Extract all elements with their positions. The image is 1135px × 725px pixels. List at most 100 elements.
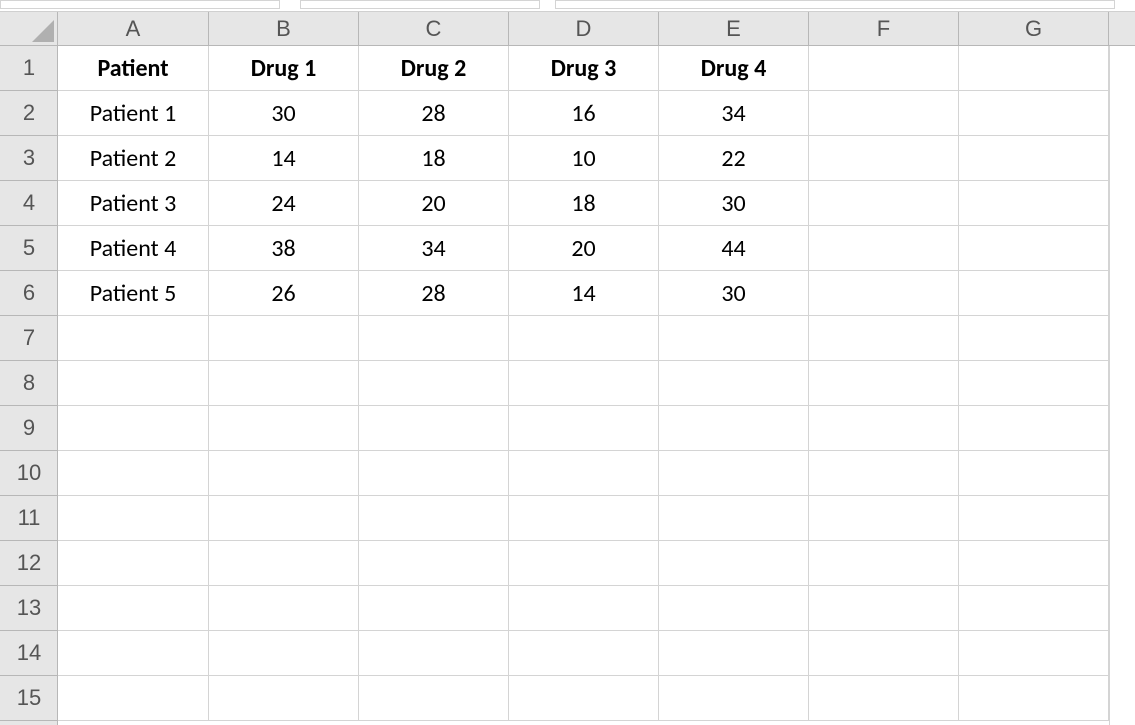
cell-B5[interactable]: 38 bbox=[209, 226, 359, 271]
cell-E11[interactable] bbox=[659, 496, 809, 541]
cell-A6[interactable]: Patient 5 bbox=[58, 271, 209, 316]
cell-D14[interactable] bbox=[509, 631, 659, 676]
cell-G4[interactable] bbox=[959, 181, 1109, 226]
cell-G10[interactable] bbox=[959, 451, 1109, 496]
cell-A14[interactable] bbox=[58, 631, 209, 676]
cell-E15[interactable] bbox=[659, 676, 809, 721]
cell-B4[interactable]: 24 bbox=[209, 181, 359, 226]
row-header-4[interactable]: 4 bbox=[0, 181, 58, 226]
cell-E14[interactable] bbox=[659, 631, 809, 676]
cell-A1[interactable]: Patient bbox=[58, 46, 209, 91]
row-header-3[interactable]: 3 bbox=[0, 136, 58, 181]
cell-B1[interactable]: Drug 1 bbox=[209, 46, 359, 91]
cell-G3[interactable] bbox=[959, 136, 1109, 181]
cell-D1[interactable]: Drug 3 bbox=[509, 46, 659, 91]
select-all-corner[interactable] bbox=[0, 12, 58, 46]
cell-C13[interactable] bbox=[359, 586, 509, 631]
cell-A4[interactable]: Patient 3 bbox=[58, 181, 209, 226]
column-header-G[interactable]: G bbox=[959, 12, 1109, 46]
cell-A15[interactable] bbox=[58, 676, 209, 721]
row-header-6[interactable]: 6 bbox=[0, 271, 58, 316]
cell-F8[interactable] bbox=[809, 361, 959, 406]
cell-B14[interactable] bbox=[209, 631, 359, 676]
cell-F7[interactable] bbox=[809, 316, 959, 361]
cell-F13[interactable] bbox=[809, 586, 959, 631]
cell-C11[interactable] bbox=[359, 496, 509, 541]
cell-C4[interactable]: 20 bbox=[359, 181, 509, 226]
cell-F15[interactable] bbox=[809, 676, 959, 721]
cell-E8[interactable] bbox=[659, 361, 809, 406]
row-header-12[interactable]: 12 bbox=[0, 541, 58, 586]
cell-G15[interactable] bbox=[959, 676, 1109, 721]
cell-E9[interactable] bbox=[659, 406, 809, 451]
cell-A11[interactable] bbox=[58, 496, 209, 541]
row-header-13[interactable]: 13 bbox=[0, 586, 58, 631]
cell-E12[interactable] bbox=[659, 541, 809, 586]
cell-G5[interactable] bbox=[959, 226, 1109, 271]
cell-D8[interactable] bbox=[509, 361, 659, 406]
cell-A3[interactable]: Patient 2 bbox=[58, 136, 209, 181]
cell-G6[interactable] bbox=[959, 271, 1109, 316]
cell-B15[interactable] bbox=[209, 676, 359, 721]
cell-G12[interactable] bbox=[959, 541, 1109, 586]
cell-F2[interactable] bbox=[809, 91, 959, 136]
cell-D15[interactable] bbox=[509, 676, 659, 721]
cell-G2[interactable] bbox=[959, 91, 1109, 136]
cell-B2[interactable]: 30 bbox=[209, 91, 359, 136]
cell-E6[interactable]: 30 bbox=[659, 271, 809, 316]
cell-D3[interactable]: 10 bbox=[509, 136, 659, 181]
column-header-E[interactable]: E bbox=[659, 12, 809, 46]
cell-E13[interactable] bbox=[659, 586, 809, 631]
cell-F4[interactable] bbox=[809, 181, 959, 226]
cell-E7[interactable] bbox=[659, 316, 809, 361]
cell-F3[interactable] bbox=[809, 136, 959, 181]
cell-F6[interactable] bbox=[809, 271, 959, 316]
cell-C8[interactable] bbox=[359, 361, 509, 406]
row-header-15[interactable]: 15 bbox=[0, 676, 58, 721]
cell-E4[interactable]: 30 bbox=[659, 181, 809, 226]
cell-G9[interactable] bbox=[959, 406, 1109, 451]
cell-C15[interactable] bbox=[359, 676, 509, 721]
row-header-5[interactable]: 5 bbox=[0, 226, 58, 271]
cell-E3[interactable]: 22 bbox=[659, 136, 809, 181]
cell-B3[interactable]: 14 bbox=[209, 136, 359, 181]
column-header-B[interactable]: B bbox=[209, 12, 359, 46]
cell-G13[interactable] bbox=[959, 586, 1109, 631]
cell-F1[interactable] bbox=[809, 46, 959, 91]
cell-C10[interactable] bbox=[359, 451, 509, 496]
cell-G1[interactable] bbox=[959, 46, 1109, 91]
cell-B9[interactable] bbox=[209, 406, 359, 451]
row-header-9[interactable]: 9 bbox=[0, 406, 58, 451]
cell-D13[interactable] bbox=[509, 586, 659, 631]
row-header-7[interactable]: 7 bbox=[0, 316, 58, 361]
cell-D12[interactable] bbox=[509, 541, 659, 586]
cell-A9[interactable] bbox=[58, 406, 209, 451]
cell-A10[interactable] bbox=[58, 451, 209, 496]
row-header-10[interactable]: 10 bbox=[0, 451, 58, 496]
cell-B10[interactable] bbox=[209, 451, 359, 496]
cell-B7[interactable] bbox=[209, 316, 359, 361]
column-header-A[interactable]: A bbox=[58, 12, 209, 46]
cell-F9[interactable] bbox=[809, 406, 959, 451]
row-header-14[interactable]: 14 bbox=[0, 631, 58, 676]
cell-C2[interactable]: 28 bbox=[359, 91, 509, 136]
row-header-11[interactable]: 11 bbox=[0, 496, 58, 541]
cell-C14[interactable] bbox=[359, 631, 509, 676]
column-header-C[interactable]: C bbox=[359, 12, 509, 46]
cell-A7[interactable] bbox=[58, 316, 209, 361]
cell-F14[interactable] bbox=[809, 631, 959, 676]
cell-C5[interactable]: 34 bbox=[359, 226, 509, 271]
cell-D5[interactable]: 20 bbox=[509, 226, 659, 271]
cell-A5[interactable]: Patient 4 bbox=[58, 226, 209, 271]
cell-C12[interactable] bbox=[359, 541, 509, 586]
cell-F10[interactable] bbox=[809, 451, 959, 496]
cell-G8[interactable] bbox=[959, 361, 1109, 406]
cell-G7[interactable] bbox=[959, 316, 1109, 361]
cell-A2[interactable]: Patient 1 bbox=[58, 91, 209, 136]
column-header-D[interactable]: D bbox=[509, 12, 659, 46]
cell-D4[interactable]: 18 bbox=[509, 181, 659, 226]
cell-D11[interactable] bbox=[509, 496, 659, 541]
column-header-F[interactable]: F bbox=[809, 12, 959, 46]
cell-C6[interactable]: 28 bbox=[359, 271, 509, 316]
cell-B11[interactable] bbox=[209, 496, 359, 541]
